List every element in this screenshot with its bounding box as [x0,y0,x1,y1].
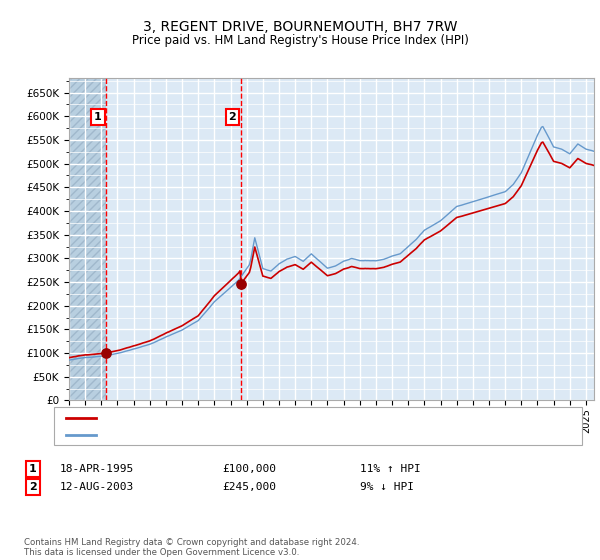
Text: 2: 2 [29,482,37,492]
Text: 11% ↑ HPI: 11% ↑ HPI [360,464,421,474]
Point [236,280,245,289]
Point [101,348,111,357]
Text: £245,000: £245,000 [222,482,276,492]
Text: £100,000: £100,000 [222,464,276,474]
Text: 9% ↓ HPI: 9% ↓ HPI [360,482,414,492]
Text: Contains HM Land Registry data © Crown copyright and database right 2024.
This d: Contains HM Land Registry data © Crown c… [24,538,359,557]
Text: HPI: Average price, detached house, Bournemouth Christchurch and Poole: HPI: Average price, detached house, Bour… [102,430,490,440]
Text: 18-APR-1995: 18-APR-1995 [60,464,134,474]
Text: 3, REGENT DRIVE, BOURNEMOUTH, BH7 7RW (detached house): 3, REGENT DRIVE, BOURNEMOUTH, BH7 7RW (d… [102,413,432,423]
Text: 3, REGENT DRIVE, BOURNEMOUTH, BH7 7RW: 3, REGENT DRIVE, BOURNEMOUTH, BH7 7RW [143,20,457,34]
Text: 12-AUG-2003: 12-AUG-2003 [60,482,134,492]
Bar [69,78,106,400]
Text: Price paid vs. HM Land Registry's House Price Index (HPI): Price paid vs. HM Land Registry's House … [131,34,469,46]
Text: 1: 1 [29,464,37,474]
Text: 2: 2 [229,112,236,122]
Text: 1: 1 [94,112,102,122]
